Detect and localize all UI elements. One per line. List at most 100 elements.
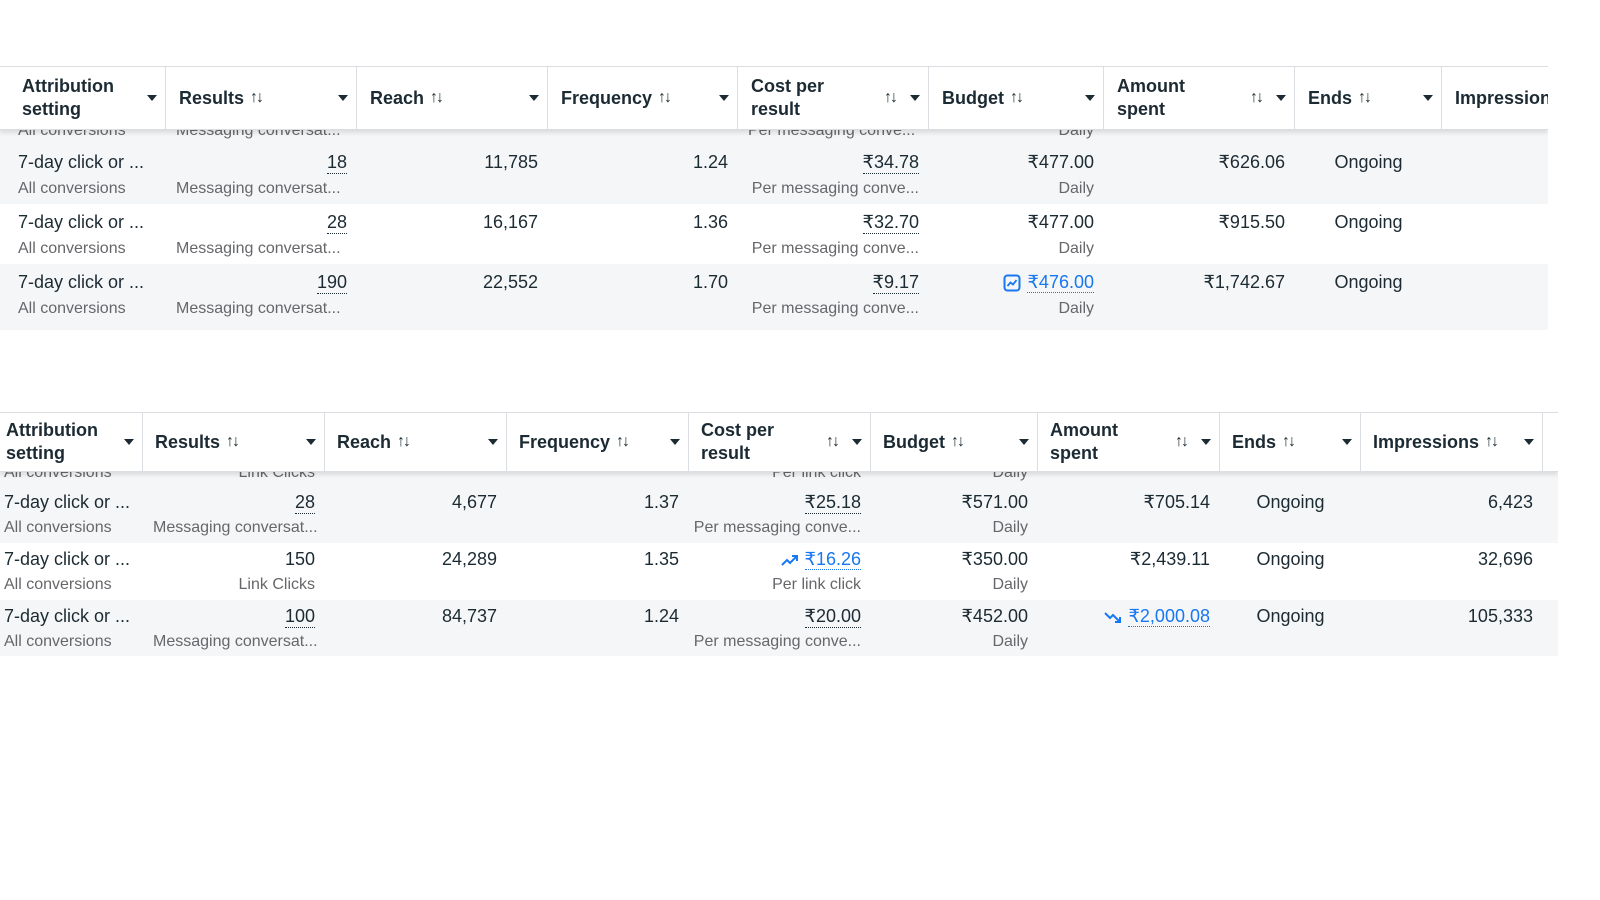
caret-down-icon[interactable] [1019, 439, 1029, 445]
results-value[interactable]: 28 [326, 212, 347, 234]
sort-arrows-icon[interactable]: ↑↓ [1358, 89, 1372, 106]
header-label: Budget [942, 88, 1004, 108]
amount-spent-value[interactable]: ₹2,000.08 [1128, 606, 1210, 627]
caret-down-icon[interactable] [306, 439, 316, 445]
cost-per-result-value[interactable]: ₹34.78 [862, 152, 919, 174]
amount-spent-link[interactable]: ₹2,000.08 [1104, 606, 1210, 627]
results-subtext: Messaging conversat... [153, 633, 318, 650]
caret-down-icon[interactable] [147, 95, 157, 101]
col-header-budget[interactable]: Budget ↑↓ [929, 67, 1104, 129]
impressions-value: 32,696 [1477, 549, 1533, 569]
col-header-partial[interactable] [1543, 413, 1558, 471]
cost-per-result-value[interactable]: ₹25.18 [804, 492, 861, 514]
caret-down-icon[interactable] [670, 439, 680, 445]
col-header-results[interactable]: Results ↑↓ [143, 413, 325, 471]
caret-down-icon[interactable] [852, 439, 862, 445]
cost-per-result-link[interactable]: ₹16.26 [780, 549, 861, 570]
results-subtext: Link Clicks [238, 576, 315, 593]
col-header-attribution[interactable]: Attribution setting [0, 413, 143, 471]
attribution-value: 7-day click or ... [4, 606, 131, 626]
table-row[interactable]: 7-day click or ... All conversions 100 Mes… [0, 600, 1558, 656]
caret-down-icon[interactable] [1423, 95, 1433, 101]
table-row[interactable]: 7-day click or ... All conversions 28 Mess… [0, 204, 1548, 264]
sort-arrows-icon[interactable]: ↑↓ [1250, 89, 1264, 106]
results-value: 150 [284, 549, 315, 569]
col-header-amount-spent[interactable]: Amount spent ↑↓ [1104, 67, 1295, 129]
header-label: spent [1117, 99, 1166, 119]
sort-arrows-icon[interactable]: ↑↓ [951, 433, 965, 450]
header-label: Results [155, 432, 221, 452]
header-label: Ends [1308, 88, 1353, 108]
caret-down-icon[interactable] [1085, 95, 1095, 101]
sort-arrows-icon[interactable]: ↑↓ [1010, 89, 1024, 106]
col-header-reach[interactable]: Reach ↑↓ [357, 67, 548, 129]
sort-arrows-icon[interactable]: ↑↓ [1282, 433, 1296, 450]
table-row[interactable]: 7-day click or ... All conversions 190 Mes… [0, 264, 1548, 330]
results-value[interactable]: 18 [326, 152, 347, 174]
col-header-amount-spent[interactable]: Amount spent ↑↓ [1038, 413, 1220, 471]
col-header-budget[interactable]: Budget ↑↓ [871, 413, 1038, 471]
budget-subtext: Daily [1058, 300, 1094, 317]
header-label: Reach [370, 88, 425, 108]
caret-down-icon[interactable] [1201, 439, 1211, 445]
results-value[interactable]: 190 [316, 272, 347, 294]
col-header-frequency[interactable]: Frequency ↑↓ [548, 67, 738, 129]
table-row[interactable]: 7-day click or ... All conversions 18 Mess… [0, 144, 1548, 204]
budget-subtext: Daily [992, 519, 1028, 536]
cell-subtext: Daily [992, 472, 1028, 481]
sort-arrows-icon[interactable]: ↑↓ [658, 89, 672, 106]
sort-arrows-icon[interactable]: ↑↓ [226, 433, 240, 450]
header-label: Attribution [22, 76, 114, 96]
caret-down-icon[interactable] [910, 95, 920, 101]
frequency-value: 1.35 [643, 549, 679, 569]
sort-arrows-icon[interactable]: ↑↓ [884, 89, 898, 106]
results-value[interactable]: 28 [294, 492, 315, 514]
table-row[interactable]: 7-day click or ... All conversions 28 Mess… [0, 486, 1558, 543]
sort-arrows-icon[interactable]: ↑↓ [430, 89, 444, 106]
header-label: Frequency [519, 432, 611, 452]
impressions-value: 6,423 [1487, 492, 1533, 512]
sort-arrows-icon[interactable]: ↑↓ [826, 433, 840, 450]
reach-value: 84,737 [441, 606, 497, 626]
col-header-ends[interactable]: Ends ↑↓ [1220, 413, 1361, 471]
col-header-reach[interactable]: Reach ↑↓ [325, 413, 507, 471]
sort-arrows-icon[interactable]: ↑↓ [1485, 433, 1499, 450]
sort-arrows-icon[interactable]: ↑↓ [250, 89, 264, 106]
col-header-impressions[interactable]: Impressions ↑↓ [1361, 413, 1543, 471]
attribution-value: 7-day click or ... [18, 212, 145, 232]
cell-subtext: Messaging conversat... [176, 130, 341, 139]
chart-trend-icon[interactable] [1003, 274, 1021, 292]
col-header-attribution[interactable]: Attribution setting [0, 67, 166, 129]
cost-per-result-value[interactable]: ₹32.70 [862, 212, 919, 234]
results-value[interactable]: 100 [284, 606, 315, 628]
cost-per-result-subtext: Per messaging conve... [693, 633, 861, 650]
trend-up-icon[interactable] [780, 553, 799, 567]
caret-down-icon[interactable] [529, 95, 539, 101]
budget-value-link[interactable]: ₹476.00 [1003, 272, 1094, 293]
col-header-ends[interactable]: Ends ↑↓ [1295, 67, 1442, 129]
col-header-cost-per-result[interactable]: Cost per result ↑↓ [689, 413, 871, 471]
cost-per-result-value[interactable]: ₹16.26 [804, 549, 861, 570]
sort-arrows-icon[interactable]: ↑↓ [616, 433, 630, 450]
table-row[interactable]: 7-day click or ... All conversions 150 Lin… [0, 543, 1558, 600]
caret-down-icon[interactable] [124, 439, 134, 445]
cost-per-result-value[interactable]: ₹20.00 [804, 606, 861, 628]
col-header-impressions[interactable]: Impression [1442, 67, 1548, 129]
caret-down-icon[interactable] [488, 439, 498, 445]
caret-down-icon[interactable] [719, 95, 729, 101]
caret-down-icon[interactable] [1524, 439, 1534, 445]
budget-value: ₹477.00 [1027, 152, 1094, 172]
cost-per-result-value[interactable]: ₹9.17 [872, 272, 919, 294]
budget-value[interactable]: ₹476.00 [1027, 272, 1094, 293]
col-header-results[interactable]: Results ↑↓ [166, 67, 357, 129]
trend-down-icon[interactable] [1104, 610, 1122, 624]
cell-subtext: All conversions [18, 130, 126, 139]
sort-arrows-icon[interactable]: ↑↓ [1175, 433, 1189, 450]
caret-down-icon[interactable] [1276, 95, 1286, 101]
col-header-cost-per-result[interactable]: Cost per result ↑↓ [738, 67, 929, 129]
sort-arrows-icon[interactable]: ↑↓ [397, 433, 411, 450]
caret-down-icon[interactable] [1342, 439, 1352, 445]
caret-down-icon[interactable] [338, 95, 348, 101]
col-header-frequency[interactable]: Frequency ↑↓ [507, 413, 689, 471]
header-label: Impressions [1373, 432, 1480, 452]
